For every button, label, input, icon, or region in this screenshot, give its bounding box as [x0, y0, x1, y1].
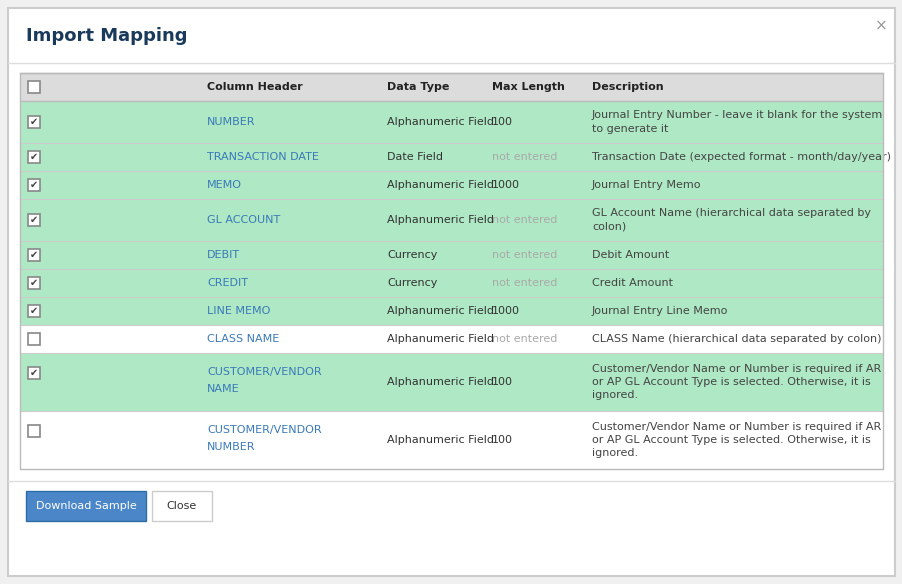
Bar [20, 353, 882, 411]
Text: Max Length: Max Length [492, 82, 565, 92]
Text: Alphanumeric Field: Alphanumeric Field [387, 117, 493, 127]
Bar [28, 81, 40, 93]
Text: ✔: ✔ [30, 306, 38, 316]
Bar [20, 171, 882, 199]
Text: CLASS Name (hierarchical data separated by colon): CLASS Name (hierarchical data separated … [592, 334, 880, 344]
Text: ✔: ✔ [30, 215, 38, 225]
Bar [20, 269, 882, 297]
Bar [20, 73, 882, 469]
Text: Transaction Date (expected format - month/day/year): Transaction Date (expected format - mont… [592, 152, 890, 162]
Bar [28, 249, 40, 261]
Text: CLASS NAME: CLASS NAME [207, 334, 279, 344]
Text: Customer/Vendor Name or Number is required if AR: Customer/Vendor Name or Number is requir… [592, 422, 880, 432]
Text: Column Header: Column Header [207, 82, 302, 92]
Text: not entered: not entered [492, 334, 557, 344]
Text: or AP GL Account Type is selected. Otherwise, it is: or AP GL Account Type is selected. Other… [592, 377, 870, 387]
Text: ignored.: ignored. [592, 448, 638, 458]
Text: ×: × [874, 19, 887, 33]
Text: DEBIT: DEBIT [207, 250, 240, 260]
Bar [28, 179, 40, 191]
Text: NUMBER: NUMBER [207, 442, 255, 452]
Text: ✔: ✔ [30, 152, 38, 162]
Text: Date Field: Date Field [387, 152, 443, 162]
Text: Alphanumeric Field: Alphanumeric Field [387, 306, 493, 316]
Text: NAME: NAME [207, 384, 239, 394]
Bar [20, 199, 882, 241]
Text: Close: Close [167, 501, 197, 511]
Text: 100: 100 [492, 117, 512, 127]
Text: LINE MEMO: LINE MEMO [207, 306, 270, 316]
Text: to generate it: to generate it [592, 123, 667, 134]
Text: Import Mapping: Import Mapping [26, 27, 188, 45]
Bar [26, 491, 146, 521]
Text: Alphanumeric Field: Alphanumeric Field [387, 215, 493, 225]
Text: Journal Entry Line Memo: Journal Entry Line Memo [592, 306, 728, 316]
Text: ignored.: ignored. [592, 390, 638, 400]
Bar [20, 297, 882, 325]
Text: or AP GL Account Type is selected. Otherwise, it is: or AP GL Account Type is selected. Other… [592, 435, 870, 445]
Text: GL ACCOUNT: GL ACCOUNT [207, 215, 280, 225]
Bar [20, 325, 882, 353]
Text: ✔: ✔ [30, 250, 38, 260]
Bar [20, 73, 882, 101]
Bar [28, 277, 40, 289]
Text: Download Sample: Download Sample [35, 501, 136, 511]
Text: ✔: ✔ [30, 180, 38, 190]
Bar [28, 305, 40, 317]
Text: TRANSACTION DATE: TRANSACTION DATE [207, 152, 318, 162]
Bar [28, 367, 40, 379]
Text: colon): colon) [592, 221, 626, 231]
Text: ✔: ✔ [30, 117, 38, 127]
Text: not entered: not entered [492, 215, 557, 225]
Text: Credit Amount: Credit Amount [592, 278, 672, 288]
Text: Journal Entry Memo: Journal Entry Memo [592, 180, 701, 190]
Text: Journal Entry Number - leave it blank for the system: Journal Entry Number - leave it blank fo… [592, 110, 882, 120]
Text: CUSTOMER/VENDOR: CUSTOMER/VENDOR [207, 425, 321, 434]
Text: not entered: not entered [492, 250, 557, 260]
Bar [28, 214, 40, 226]
Bar [28, 425, 40, 437]
Text: NUMBER: NUMBER [207, 117, 255, 127]
Bar [152, 491, 212, 521]
Text: Alphanumeric Field: Alphanumeric Field [387, 180, 493, 190]
Text: Alphanumeric Field: Alphanumeric Field [387, 334, 493, 344]
Text: Debit Amount: Debit Amount [592, 250, 668, 260]
Text: Currency: Currency [387, 278, 437, 288]
Bar [28, 151, 40, 163]
Text: CUSTOMER/VENDOR: CUSTOMER/VENDOR [207, 367, 321, 377]
Text: ✔: ✔ [30, 278, 38, 288]
Text: CREDIT: CREDIT [207, 278, 248, 288]
Text: Alphanumeric Field: Alphanumeric Field [387, 377, 493, 387]
Text: Alphanumeric Field: Alphanumeric Field [387, 435, 493, 445]
Bar [28, 116, 40, 128]
Text: GL Account Name (hierarchical data separated by: GL Account Name (hierarchical data separ… [592, 208, 870, 218]
Text: ✔: ✔ [30, 369, 38, 378]
Text: not entered: not entered [492, 278, 557, 288]
Text: not entered: not entered [492, 152, 557, 162]
Text: Data Type: Data Type [387, 82, 449, 92]
Bar [20, 241, 882, 269]
Text: MEMO: MEMO [207, 180, 242, 190]
Bar [28, 333, 40, 345]
Text: Currency: Currency [387, 250, 437, 260]
Text: 1000: 1000 [492, 180, 520, 190]
Bar [20, 101, 882, 143]
Text: 100: 100 [492, 377, 512, 387]
Text: Customer/Vendor Name or Number is required if AR: Customer/Vendor Name or Number is requir… [592, 364, 880, 374]
Text: Description: Description [592, 82, 663, 92]
Bar [20, 411, 882, 469]
Text: 1000: 1000 [492, 306, 520, 316]
Bar [20, 143, 882, 171]
Text: 100: 100 [492, 435, 512, 445]
